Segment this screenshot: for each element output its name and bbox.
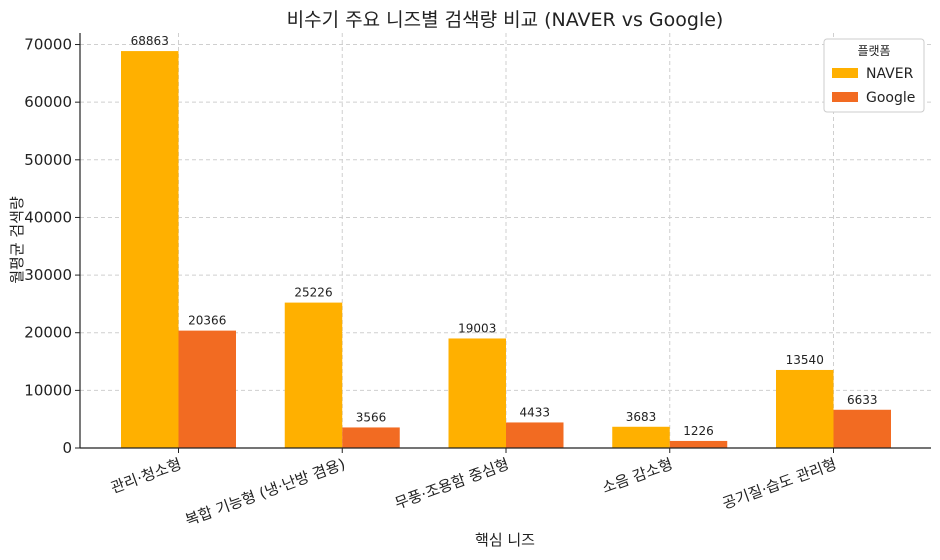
data-label: 3566	[356, 410, 387, 424]
y-tick-label: 30000	[24, 266, 72, 284]
data-label: 6633	[847, 393, 878, 407]
y-tick-label: 0	[62, 439, 72, 457]
y-tick-label: 60000	[24, 93, 72, 111]
data-label: 1226	[683, 424, 714, 438]
bar-google	[342, 427, 400, 448]
y-tick-label: 50000	[24, 151, 72, 169]
legend-label-naver: NAVER	[866, 66, 914, 82]
y-ticks: 0 10000 20000 30000 40000 50000 60000 70000	[24, 36, 80, 457]
legend-items: NAVER Google	[832, 66, 915, 106]
legend-swatch-google	[832, 92, 858, 102]
data-label: 4433	[519, 405, 550, 419]
y-tick-label: 10000	[24, 381, 72, 399]
bar-google	[833, 409, 891, 448]
bars	[121, 51, 891, 448]
x-tick-label: 공기질·습도 관리형	[720, 455, 839, 513]
bar-naver	[612, 426, 670, 448]
bar-naver	[121, 51, 179, 448]
legend-label-google: Google	[866, 90, 915, 106]
data-label: 3683	[626, 410, 657, 424]
x-tick-label: 무풍·조용함 중심형	[393, 455, 512, 513]
x-tick-label: 소음 감소형	[600, 455, 675, 497]
y-tick-label: 70000	[24, 36, 72, 54]
bar-naver	[284, 302, 343, 448]
x-tick-label: 관리·청소형	[108, 455, 183, 497]
chart-title: 비수기 주요 니즈별 검색량 비교 (NAVER vs Google)	[287, 9, 724, 31]
bar-google	[178, 330, 236, 448]
y-tick-label: 40000	[24, 208, 72, 226]
y-axis-label: 월평균 검색량	[8, 196, 26, 284]
data-label: 25226	[294, 286, 332, 300]
data-label: 13540	[786, 353, 824, 367]
legend: 플랫폼 NAVER Google	[823, 38, 925, 113]
legend-title: 플랫폼	[857, 44, 890, 58]
data-label: 20366	[188, 314, 226, 328]
data-label: 19003	[458, 321, 496, 335]
y-tick-label: 20000	[24, 324, 72, 342]
x-axis-label: 핵심 니즈	[475, 531, 535, 549]
bar-google	[506, 422, 564, 448]
bar-naver	[448, 338, 506, 448]
data-labels: 68863 25226 19003 3683 13540 20366 3566 4433 122…	[131, 34, 878, 438]
legend-swatch-naver	[832, 68, 858, 78]
bar-google	[669, 440, 728, 448]
bar-naver	[776, 369, 834, 448]
x-tick-label: 복합 기능형 (냉·난방 겸용)	[183, 455, 348, 530]
data-label: 68863	[131, 34, 169, 48]
